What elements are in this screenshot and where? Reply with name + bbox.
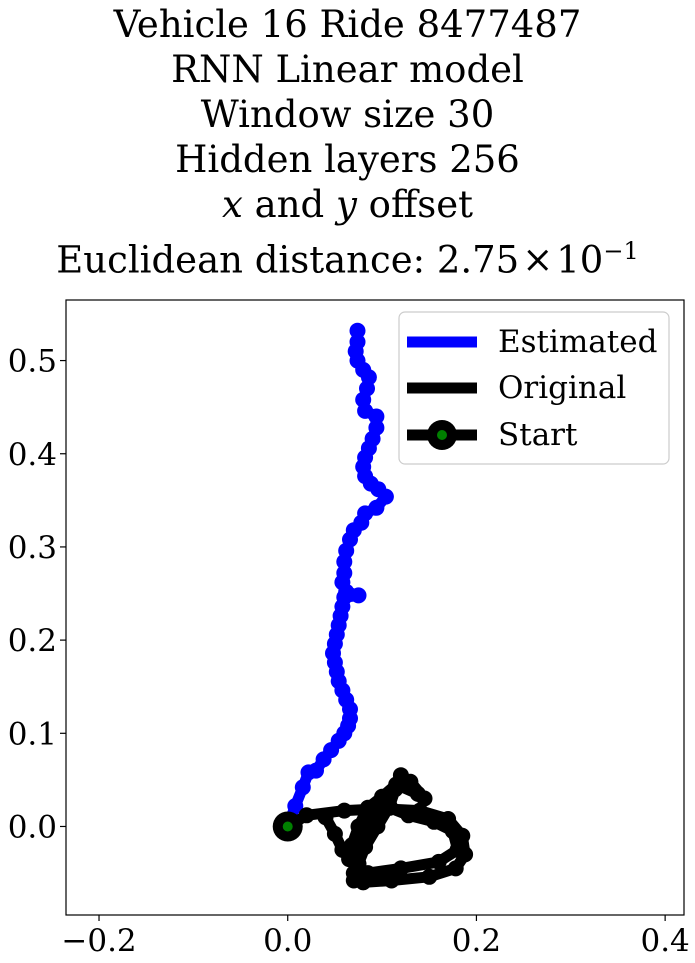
title-exponent: −1 (603, 237, 639, 265)
title-y-symbol: y (336, 183, 357, 226)
original-point-8 (447, 860, 464, 877)
original-point-9 (421, 868, 438, 885)
title-line-window: Window size 30 (200, 93, 495, 136)
estimated-point-52 (349, 333, 366, 350)
estimated-point-1 (287, 798, 304, 814)
original-point-37 (350, 818, 367, 835)
original-point-35 (374, 788, 391, 805)
y-axis: 0.0 0.1 0.2 0.3 0.4 0.5 (8, 344, 66, 845)
original-point-5 (440, 811, 457, 827)
legend-box (398, 311, 670, 465)
original-point-31 (402, 773, 419, 790)
original-point-17 (444, 823, 461, 840)
x-axis: −0.2 0.0 0.2 0.4 (61, 915, 690, 959)
original-point-41 (326, 825, 343, 842)
x-tick-label-3: 0.4 (640, 923, 689, 959)
estimated-point-53 (349, 322, 366, 339)
title-times-symbol: × (522, 238, 554, 282)
estimated-point-27 (336, 565, 353, 581)
legend-label-start: Start (498, 417, 578, 453)
original-point-19 (400, 807, 417, 824)
title-base-ten: 10 (556, 238, 604, 282)
original-point-16 (449, 841, 466, 858)
title-line-distance: Euclidean distance: 2.75×10−1 (0, 229, 695, 282)
y-tick-label-2: 0.2 (8, 623, 57, 659)
original-point-33 (409, 785, 426, 802)
axes-frame (65, 299, 685, 916)
original-point-40 (334, 841, 351, 858)
estimated-point-2 (294, 779, 311, 796)
legend-label-original: Original (498, 370, 626, 406)
original-point-14 (392, 860, 409, 877)
original-point-36 (359, 799, 376, 816)
estimated-point-34 (368, 499, 385, 516)
x-tick-label-0: −0.2 (61, 923, 136, 959)
x-tick-label-1: 0.0 (263, 923, 312, 959)
original-point-27 (369, 818, 386, 835)
original-point-1 (298, 807, 315, 824)
original-point-42 (317, 809, 334, 826)
title-distance-text: Euclidean distance: 2.75 (56, 238, 520, 282)
title-line-vehicle: Vehicle 16 Ride 8477487 (113, 3, 582, 46)
title-offset-word: offset (356, 183, 473, 226)
title-x-symbol: x (222, 183, 243, 226)
series-start-marker (272, 811, 303, 842)
title-line-hidden: Hidden layers 256 (175, 138, 520, 181)
original-point-26 (357, 839, 374, 855)
start-point-inner-0 (282, 821, 293, 832)
original-point-10 (383, 872, 400, 889)
original-point-18 (426, 813, 442, 830)
original-point-2 (336, 802, 353, 819)
estimated-point-4 (308, 762, 324, 779)
y-tick-label-1: 0.1 (8, 716, 57, 752)
y-tick-label-0: 0.0 (8, 809, 57, 845)
estimated-point-24 (350, 587, 367, 604)
title-line-offset: x and y offset (0, 182, 695, 227)
series-original-markers (279, 767, 474, 891)
title-line-model: RNN Linear model (171, 48, 524, 91)
x-tick-label-2: 0.2 (452, 923, 501, 959)
original-point-34 (388, 776, 405, 793)
legend-label-estimated: Estimated (498, 324, 657, 360)
legend: Estimated Original Start (398, 311, 670, 465)
chart-title: Vehicle 16 Ride 8477487 RNN Linear model… (0, 2, 695, 282)
y-tick-label-4: 0.4 (8, 437, 57, 473)
title-and-word: and (242, 183, 336, 226)
original-point-15 (430, 853, 447, 870)
data-layer (272, 322, 474, 891)
series-estimated-markers (279, 322, 394, 835)
estimated-point-43 (368, 419, 385, 436)
y-tick-label-5: 0.5 (8, 344, 57, 380)
y-tick-label-3: 0.3 (8, 530, 57, 566)
legend-start-marker-inner (437, 430, 447, 440)
